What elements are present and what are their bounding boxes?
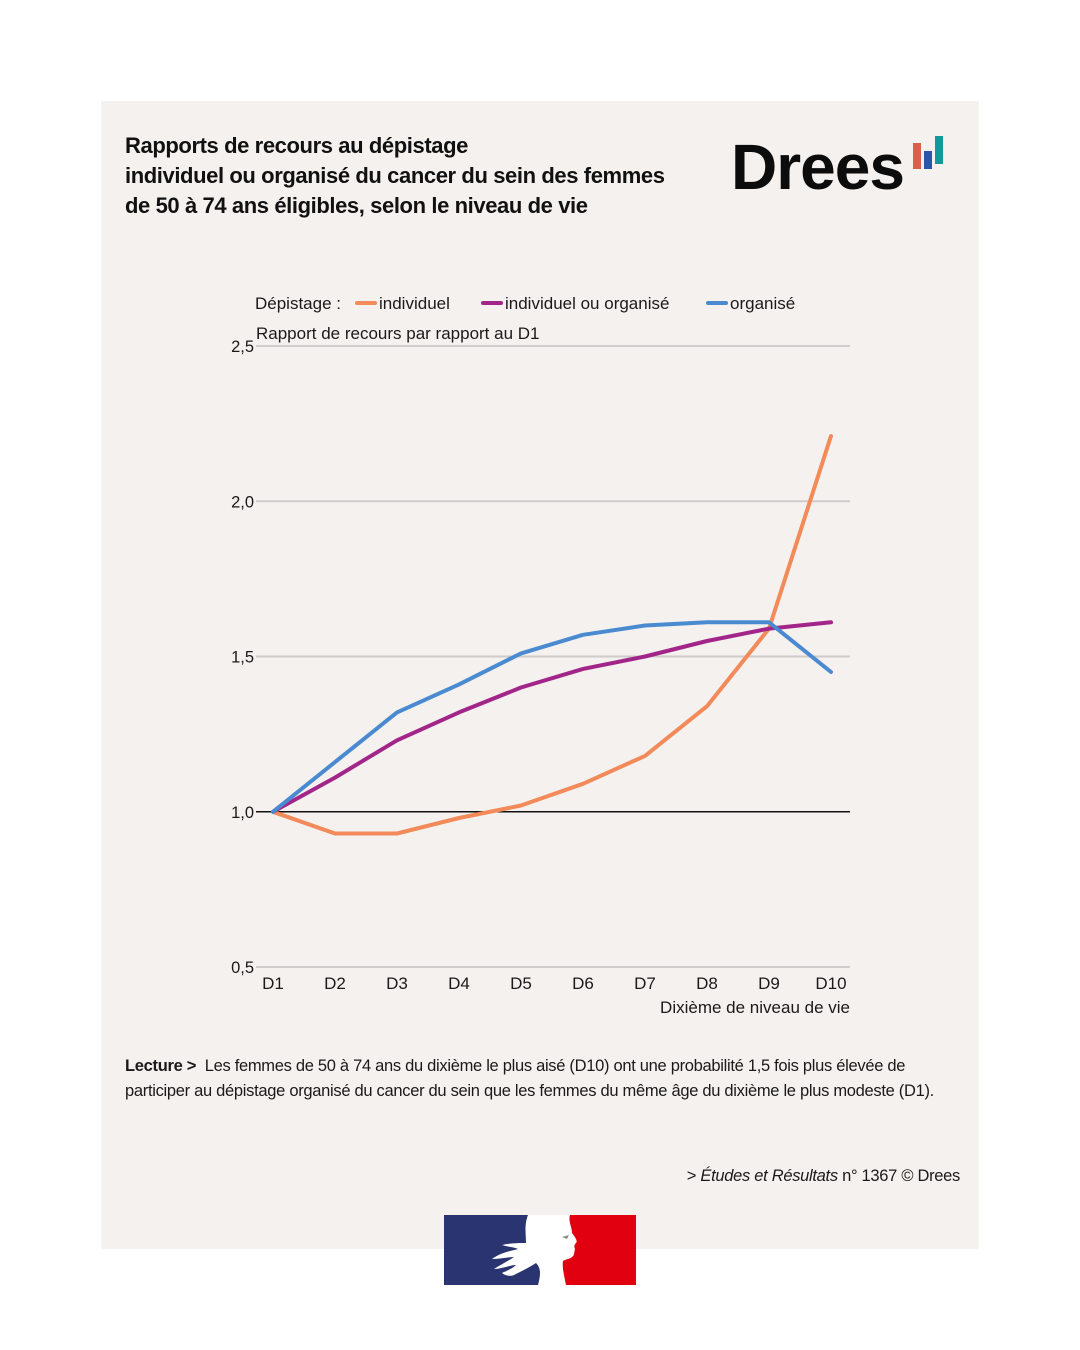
y-tick-label: 1,5 bbox=[231, 649, 254, 667]
logo-wordmark: Drees bbox=[731, 131, 905, 203]
x-tick-label: D7 bbox=[634, 974, 656, 993]
x-axis-label: Dixième de niveau de vie bbox=[660, 998, 850, 1017]
marianne-eye bbox=[562, 1235, 569, 1239]
x-tick-label: D6 bbox=[572, 974, 594, 993]
chart-title: Rapports de recours au dépistage individ… bbox=[125, 131, 725, 221]
x-tick-label: D1 bbox=[262, 974, 284, 993]
x-tick-label: D2 bbox=[324, 974, 346, 993]
legend: Dépistage : individuel individuel ou org… bbox=[255, 294, 795, 313]
source-suffix: n° 1367 © Drees bbox=[842, 1167, 960, 1185]
x-tick-label: D8 bbox=[696, 974, 718, 993]
reading-note-label: Lecture > bbox=[125, 1057, 197, 1075]
source-prefix: > bbox=[686, 1167, 697, 1185]
y-tick-label: 2,0 bbox=[231, 493, 254, 511]
logo-bar-blue bbox=[924, 151, 932, 169]
marianne-profile bbox=[492, 1215, 577, 1285]
y-axis-label: Rapport de recours par rapport au D1 bbox=[256, 324, 540, 343]
x-ticks: D1 D2 D3 D4 D5 D6 D7 D8 D9 D10 bbox=[262, 974, 846, 993]
republique-francaise-marianne-logo bbox=[444, 1215, 636, 1285]
legend-label-individuel-ou-organise: individuel ou organisé bbox=[505, 294, 669, 313]
line-chart: Dépistage : individuel individuel ou org… bbox=[231, 294, 850, 1017]
x-tick-label: D9 bbox=[758, 974, 780, 993]
x-tick-label: D3 bbox=[386, 974, 408, 993]
series-line-organisé bbox=[271, 620, 833, 814]
drees-logo: Drees bbox=[731, 129, 951, 203]
title-line: de 50 à 74 ans éligibles, selon le nivea… bbox=[125, 193, 588, 218]
reading-note-text: Les femmes de 50 à 74 ans du dixième le … bbox=[125, 1057, 934, 1100]
title-line: Rapports de recours au dépistage bbox=[125, 133, 468, 158]
y-tick-label: 1,0 bbox=[231, 804, 254, 822]
series-line-individuel bbox=[271, 434, 833, 836]
series-group bbox=[271, 434, 833, 836]
logo-bar-red bbox=[913, 143, 921, 169]
grid bbox=[256, 345, 850, 968]
x-tick-label: D10 bbox=[815, 974, 846, 993]
y-ticks: 0,5 1,0 1,5 2,0 2,5 bbox=[231, 338, 254, 977]
x-tick-label: D4 bbox=[448, 974, 470, 993]
legend-label-individuel: individuel bbox=[379, 294, 450, 313]
legend-prefix: Dépistage : bbox=[255, 294, 341, 313]
y-tick-label: 0,5 bbox=[231, 959, 254, 977]
source-publication: Études et Résultats bbox=[700, 1167, 838, 1185]
x-tick-label: D5 bbox=[510, 974, 532, 993]
title-line: individuel ou organisé du cancer du sein… bbox=[125, 163, 665, 188]
reading-note: Lecture > Les femmes de 50 à 74 ans du d… bbox=[125, 1054, 965, 1104]
logo-bar-teal bbox=[935, 136, 943, 164]
series-line-individuel-ou-organisé bbox=[271, 620, 833, 814]
source-citation: > Études et Résultats n° 1367 © Drees bbox=[686, 1167, 961, 1186]
legend-label-organise: organisé bbox=[730, 294, 795, 313]
y-tick-label: 2,5 bbox=[231, 338, 254, 356]
figure-card: Rapports de recours au dépistage individ… bbox=[101, 101, 979, 1249]
